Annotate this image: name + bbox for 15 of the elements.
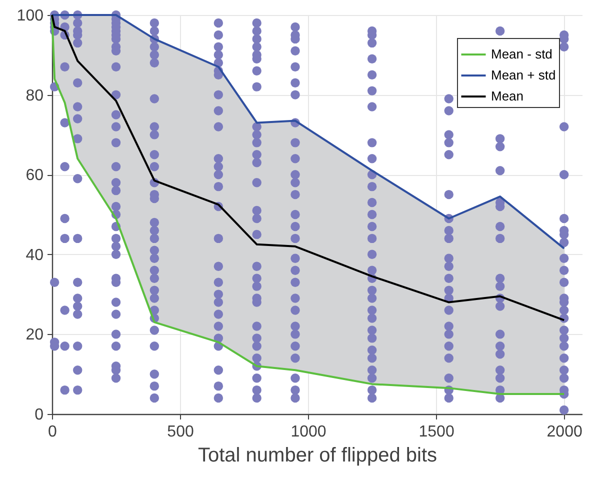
x-tick-label: 2000	[546, 424, 582, 440]
y-tick-label: 80	[26, 87, 44, 104]
x-tick-label: 1000	[290, 424, 326, 440]
legend-label: Mean - std	[491, 46, 552, 62]
y-tick-label: 60	[26, 167, 44, 184]
legend-label: Mean + std	[491, 68, 556, 82]
x-tick-label: 0	[48, 424, 58, 440]
y-tick-label: 0	[34, 406, 44, 424]
x-axis-title: Total number of flipped bits	[198, 444, 438, 466]
y-tick-label: 40	[26, 246, 44, 264]
x-tick-label: 500	[167, 424, 194, 440]
y-tick-label: 100	[16, 8, 44, 24]
y-tick-label: 20	[26, 326, 44, 344]
x-tick-label: 1500	[418, 424, 454, 440]
legend-label: Mean	[491, 88, 524, 104]
